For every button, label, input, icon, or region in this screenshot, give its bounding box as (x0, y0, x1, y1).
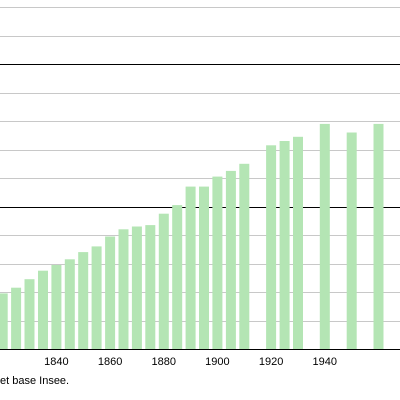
bar-1960 (373, 123, 384, 350)
bar-1870 (131, 226, 142, 349)
bars (0, 123, 384, 350)
bar-1820 (0, 293, 8, 349)
bar-1860 (105, 236, 116, 349)
bar-1895 (199, 186, 209, 349)
bar-1910 (239, 163, 250, 349)
bar-1830 (24, 279, 35, 349)
bar-1850 (78, 252, 89, 349)
bar-1880 (158, 213, 169, 349)
x-tick-label: 1880 (152, 356, 176, 368)
bar-1865 (118, 229, 129, 349)
bar-1950 (346, 132, 357, 349)
bar-1890 (185, 186, 196, 349)
bar-1920 (266, 145, 277, 349)
bar-1840 (51, 265, 62, 349)
bar-1835 (38, 270, 48, 349)
x-tick-label: 1920 (259, 356, 283, 368)
x-tick-label: 1900 (205, 356, 229, 368)
x-tick-label: 1860 (98, 356, 122, 368)
x-tick-label: 1840 (44, 356, 68, 368)
bar-1885 (172, 205, 183, 349)
bar-1825 (11, 287, 22, 349)
bar-1900 (212, 176, 223, 349)
bar-1930 (293, 136, 303, 349)
x-axis: 1840 1860 1880 1900 1920 1940 (0, 349, 400, 368)
bar-1925 (279, 141, 290, 349)
bar-1940 (319, 123, 330, 350)
source-note: et base Insee. (0, 375, 70, 387)
bar-1845 (64, 259, 75, 349)
x-tick-label: 1940 (313, 356, 337, 368)
bar-1855 (91, 246, 102, 349)
bar-1875 (145, 225, 156, 349)
bar-1905 (225, 170, 236, 349)
